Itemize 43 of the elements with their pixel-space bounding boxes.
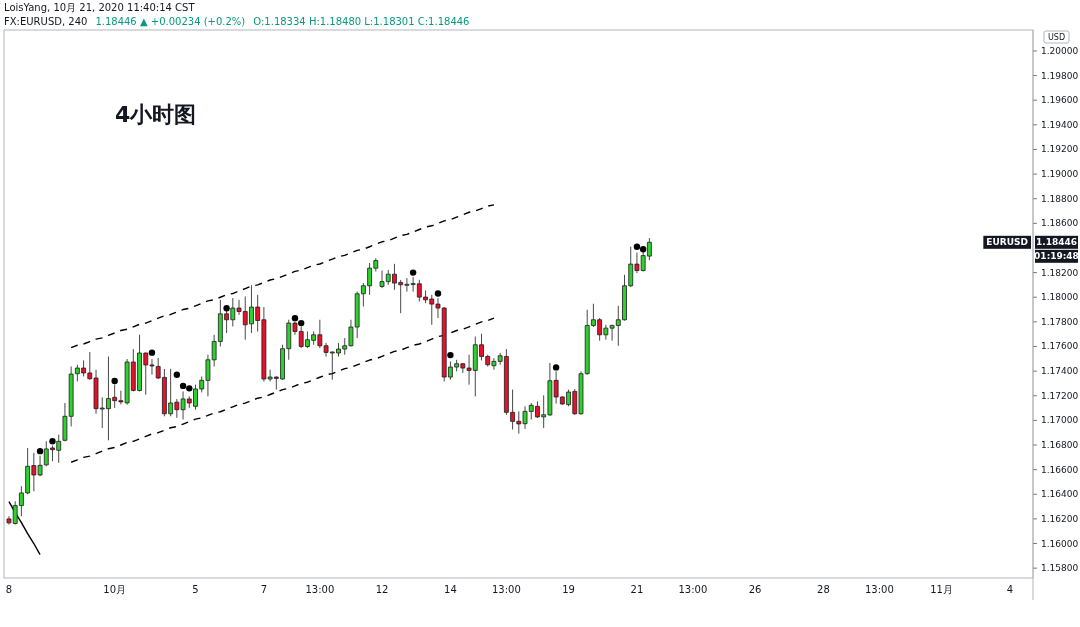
header: O:1.18334 H:1.18480 L:1.18301 C:1.18446 (253, 16, 470, 27)
xtick: 13:00 (305, 584, 335, 595)
ytick: 1.16800 (1041, 440, 1079, 450)
ytick: 1.18600 (1041, 218, 1079, 229)
ytick: 1.17800 (1041, 316, 1079, 327)
xtick: 28 (817, 584, 830, 595)
title: 4小时图 (115, 102, 197, 127)
xtick: 13:00 (865, 584, 894, 595)
xtick: 21 (630, 584, 644, 595)
xtick: 26 (748, 584, 762, 595)
xtick: 4 (1006, 584, 1014, 595)
xtick: 7 (260, 584, 268, 595)
ytick: 1.15800 (1041, 563, 1079, 574)
ytick: 1.17400 (1041, 366, 1079, 377)
ytick: 1.19200 (1041, 144, 1079, 155)
xtick: 11月 (930, 584, 953, 595)
ytick: 1.16400 (1041, 489, 1079, 500)
header: 1.18446 ▲ +0.00234 (+0.2%) (95, 16, 246, 27)
ytick: 1.16200 (1041, 513, 1079, 524)
ytick: 1.16600 (1041, 464, 1079, 475)
ytick: 1.17600 (1041, 341, 1079, 352)
subtitle: LoisYang, 10月 21, 2020 11:40:14 CST (4, 2, 195, 13)
ylabel: USD (1047, 32, 1066, 42)
xtick: 14 (444, 584, 457, 595)
ytick: 1.18200 (1041, 267, 1079, 278)
xtick: 19 (562, 584, 575, 595)
ytick: 1.19800 (1041, 70, 1079, 81)
ytick: 1.17000 (1041, 415, 1079, 426)
ytick: 1.19000 (1041, 169, 1079, 180)
header: FX:EURUSD, 240 (4, 16, 88, 27)
xtick: 8 (5, 584, 13, 595)
xtick: 10月 (103, 584, 127, 595)
xtick: 13:00 (491, 584, 521, 595)
xtick: 13:00 (678, 584, 708, 595)
ytick: 1.20000 (1041, 45, 1079, 56)
ytick: 1.19400 (1041, 119, 1079, 130)
xtick: 12 (375, 584, 389, 595)
ytick: 1.18000 (1041, 292, 1079, 303)
ytick: 1.19600 (1041, 95, 1079, 106)
ytick: 1.18800 (1041, 193, 1079, 204)
xtick: 5 (192, 584, 199, 595)
ytick: 1.16000 (1041, 538, 1079, 549)
ytick: 1.17200 (1041, 390, 1079, 401)
